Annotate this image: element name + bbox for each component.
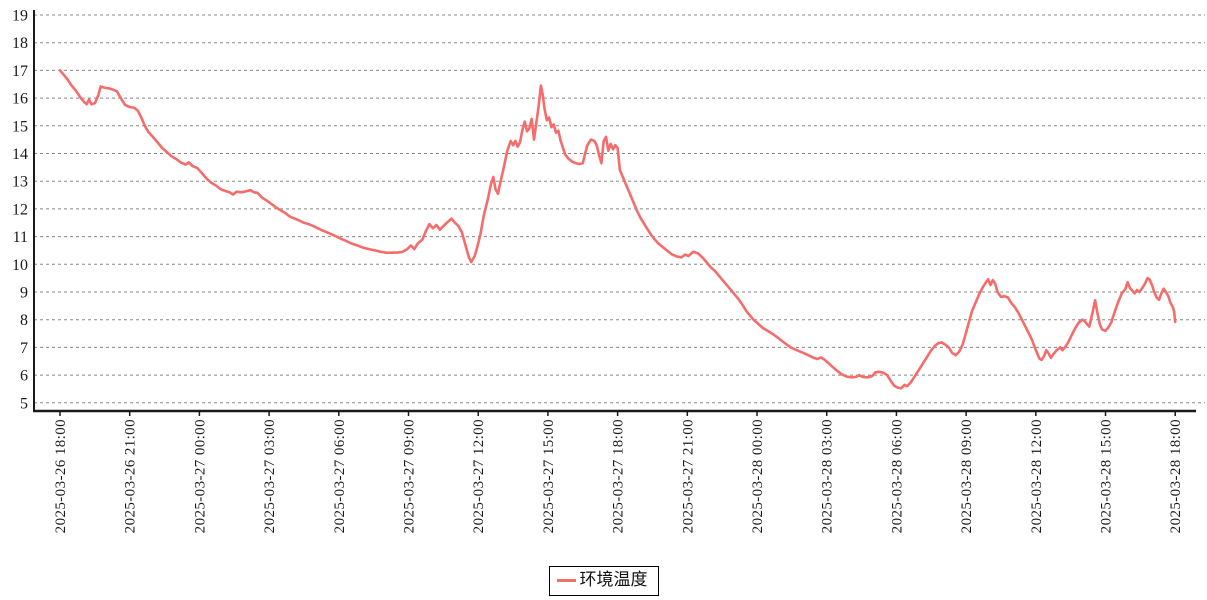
series (58, 69, 1177, 390)
x-axis-tick-label: 2025-03-28 09:00 (959, 419, 975, 533)
x-axis-tick-label: 2025-03-27 09:00 (402, 419, 418, 533)
y-axis-tick-label: 19 (12, 8, 28, 25)
x-axis-tick-label: 2025-03-27 12:00 (471, 419, 487, 533)
x-axis-tick-label: 2025-03-28 18:00 (1168, 419, 1184, 533)
temperature-series-line[interactable] (58, 69, 1177, 390)
y-axis-tick-label: 9 (20, 285, 28, 302)
x-axis-tick-label: 2025-03-27 21:00 (680, 419, 696, 533)
y-axis-tick-label: 17 (12, 63, 28, 80)
y-axis-tick-label: 7 (20, 340, 28, 357)
y-axis-tick-label: 10 (12, 257, 28, 274)
y-axis-tick-label: 18 (12, 35, 28, 52)
x-axis-tick-label: 2025-03-28 06:00 (889, 419, 905, 533)
x-axis-tick-label: 2025-03-27 06:00 (332, 419, 348, 533)
legend[interactable]: 环境温度 (548, 566, 659, 596)
x-axis-tick-label: 2025-03-26 18:00 (53, 419, 69, 533)
y-axis-tick-label: 14 (12, 146, 28, 163)
x-axis-labels: 2025-03-26 18:00 2025-03-26 21:00 2025-03-… (53, 419, 1184, 533)
x-axis-tick-label: 2025-03-28 00:00 (750, 419, 766, 533)
y-axis-labels: 5 6 7 8 9 10 11 12 13 14 15 16 17 18 19 (12, 8, 28, 413)
y-axis-tick-label: 12 (12, 201, 28, 218)
x-axis-tick-label: 2025-03-27 15:00 (541, 419, 557, 533)
gridlines (34, 14, 1205, 404)
y-axis-tick-label: 13 (12, 174, 28, 191)
legend-label: 环境温度 (579, 570, 648, 589)
x-axis-tick-label: 2025-03-28 15:00 (1099, 419, 1115, 533)
x-axis-tick-label: 2025-03-27 03:00 (262, 419, 278, 533)
legend-line-swatch (556, 578, 576, 582)
y-axis-tick-label: 5 (20, 395, 28, 412)
y-axis-tick-label: 15 (12, 118, 28, 135)
y-axis-tick-label: 16 (12, 91, 28, 108)
x-axis-tick-label: 2025-03-27 18:00 (611, 419, 627, 533)
x-axis-tick-label: 2025-03-28 03:00 (820, 419, 836, 533)
x-axis-tick-label: 2025-03-28 12:00 (1029, 419, 1045, 533)
y-axis-tick-label: 6 (20, 368, 28, 385)
y-axis-tick-label: 8 (20, 312, 28, 329)
axes (33, 10, 1196, 416)
x-axis-tick-label: 2025-03-26 21:00 (123, 419, 139, 533)
x-axis-tick-label: 2025-03-27 00:00 (192, 419, 208, 533)
y-axis-tick-label: 11 (13, 229, 28, 246)
